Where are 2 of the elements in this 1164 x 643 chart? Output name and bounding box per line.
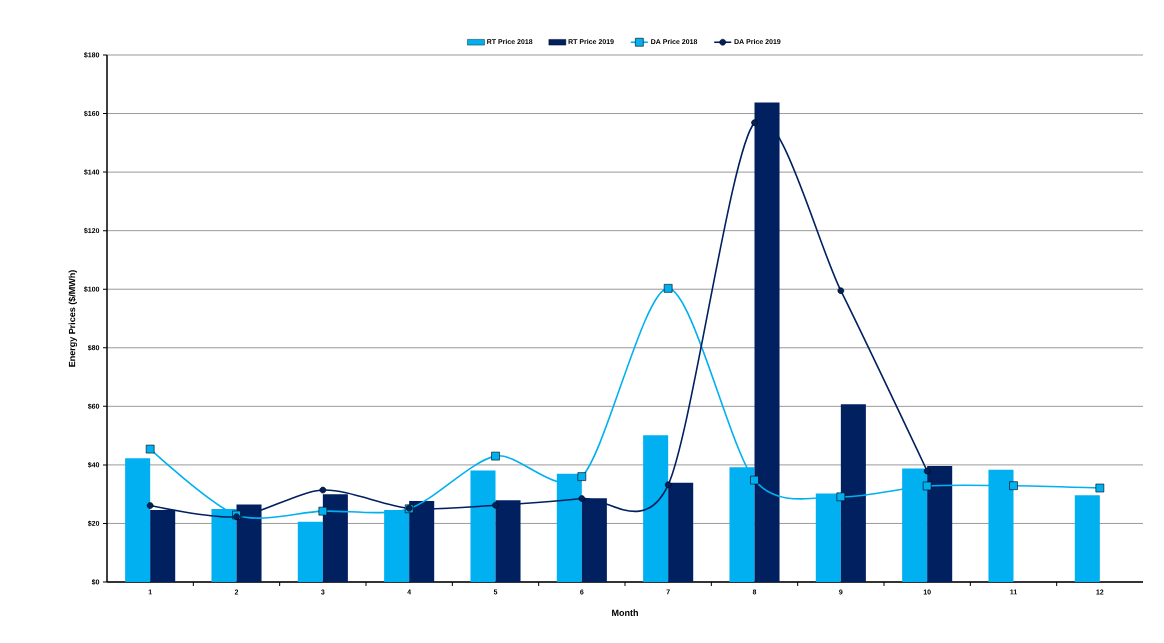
y-axis-title: Energy Prices ($/MWh) [68,270,78,367]
x-axis-title: Month [612,609,638,616]
